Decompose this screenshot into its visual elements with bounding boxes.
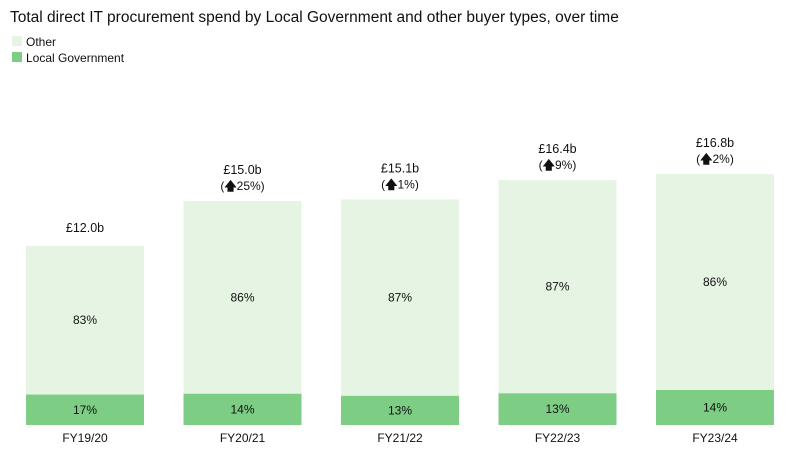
label-other-fy22-23: 87%: [545, 280, 569, 294]
label-local-government-fy19-20: 17%: [73, 403, 97, 417]
chart-title: Total direct IT procurement spend by Loc…: [10, 9, 619, 26]
label-other-fy23-24: 86%: [703, 275, 727, 289]
up-arrow-icon: 🡅: [543, 158, 556, 172]
bar-other-fy20-21: [183, 201, 302, 394]
up-arrow-icon: 🡅: [700, 152, 713, 166]
growth-label-fy21-22: (🡅1%): [381, 178, 419, 192]
legend: Other Local Government: [12, 35, 125, 65]
total-label-fy19-20: £12.0b: [66, 221, 104, 235]
label-local-government-fy20-21: 14%: [230, 402, 254, 416]
bar-local-government-fy23-24: [656, 389, 774, 425]
growth-label-fy22-23: (🡅9%): [539, 158, 577, 172]
legend-label-local-government: Local Government: [26, 51, 125, 65]
label-other-fy20-21: 86%: [230, 290, 254, 304]
x-tick-fy20-21: FY20/21: [220, 431, 266, 445]
label-local-government-fy22-23: 13%: [545, 402, 569, 416]
up-arrow-icon: 🡅: [385, 178, 398, 192]
label-other-fy19-20: 83%: [73, 313, 97, 327]
bar-other-fy23-24: [656, 174, 774, 390]
bars-group: [26, 174, 774, 425]
label-other-fy21-22: 87%: [388, 291, 412, 305]
legend-swatch-other: [12, 36, 22, 46]
growth-label-fy23-24: (🡅2%): [696, 152, 734, 166]
bar-local-government-fy22-23: [498, 393, 617, 425]
bar-local-government-fy20-21: [183, 393, 302, 425]
total-label-fy23-24: £16.8b: [696, 136, 734, 150]
legend-label-other: Other: [26, 35, 56, 49]
total-label-fy21-22: £15.1b: [381, 162, 419, 176]
x-tick-fy19-20: FY19/20: [62, 431, 108, 445]
legend-swatch-local-government: [12, 52, 22, 62]
x-tick-fy22-23: FY22/23: [535, 431, 581, 445]
bar-other-fy21-22: [341, 199, 459, 396]
x-tick-fy23-24: FY23/24: [692, 431, 738, 445]
bar-local-government-fy21-22: [341, 395, 459, 425]
label-local-government-fy21-22: 13%: [388, 403, 412, 417]
bar-local-government-fy19-20: [26, 394, 144, 425]
bar-other-fy22-23: [498, 180, 617, 394]
bar-other-fy19-20: [26, 245, 144, 395]
growth-label-fy20-21: (🡅25%): [220, 179, 264, 193]
total-label-fy22-23: £16.4b: [538, 142, 576, 156]
up-arrow-icon: 🡅: [224, 179, 237, 193]
labels-group: 17% 83% £12.0b FY19/20 14% 86% £15.0b (🡅25%) FY2…: [62, 136, 738, 445]
label-local-government-fy23-24: 14%: [703, 400, 727, 414]
total-label-fy20-21: £15.0b: [223, 163, 261, 177]
x-tick-fy21-22: FY21/22: [377, 431, 423, 445]
